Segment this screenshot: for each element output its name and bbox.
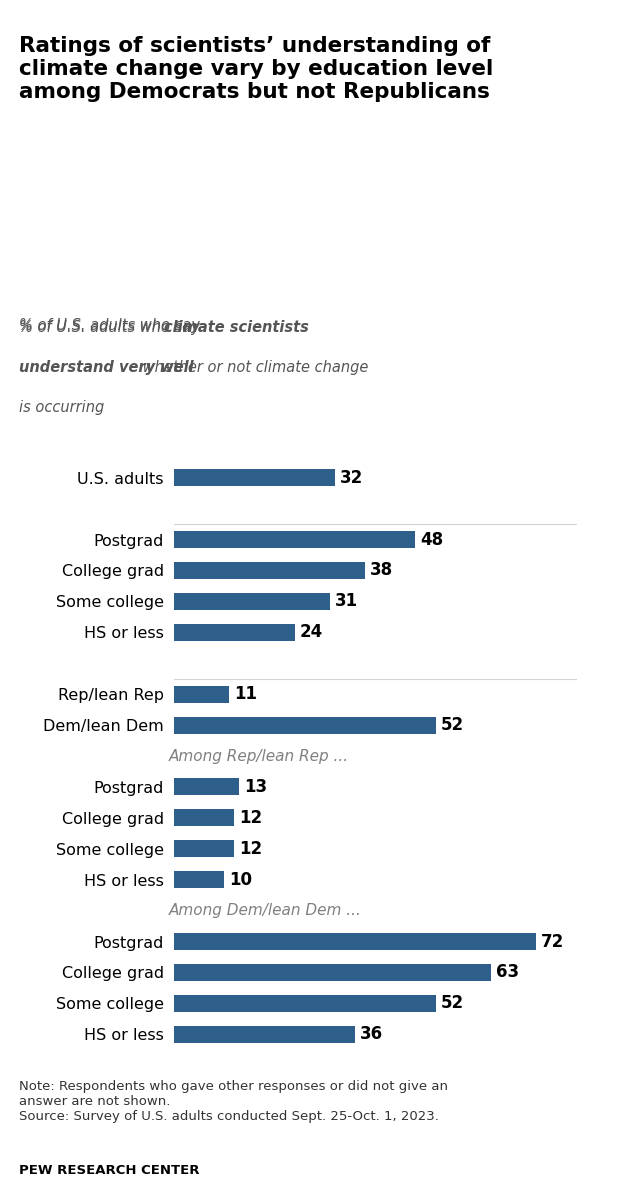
- Text: understand very well: understand very well: [19, 360, 193, 374]
- Text: % of U.S. adults who say: % of U.S. adults who say: [19, 318, 204, 332]
- Bar: [174, 1026, 355, 1043]
- Text: climate scientists: climate scientists: [164, 320, 309, 335]
- Bar: [174, 964, 491, 982]
- Bar: [174, 934, 536, 950]
- Text: 31: 31: [335, 593, 358, 611]
- Text: 72: 72: [541, 932, 565, 950]
- Text: 24: 24: [299, 623, 323, 641]
- Bar: [174, 995, 436, 1012]
- Bar: [174, 469, 335, 486]
- Text: Among Rep/lean Rep ...: Among Rep/lean Rep ...: [169, 749, 348, 763]
- Text: PEW RESEARCH CENTER: PEW RESEARCH CENTER: [19, 1164, 199, 1177]
- Bar: [174, 624, 294, 641]
- Text: 52: 52: [441, 995, 464, 1013]
- Text: whether or not climate change: whether or not climate change: [138, 360, 368, 374]
- Text: 12: 12: [239, 840, 262, 858]
- Text: 63: 63: [496, 964, 519, 982]
- Text: 10: 10: [229, 871, 252, 889]
- Bar: [174, 840, 234, 857]
- Text: 32: 32: [340, 469, 363, 487]
- Bar: [174, 871, 224, 888]
- Text: Note: Respondents who gave other responses or did not give an
answer are not sho: Note: Respondents who gave other respons…: [19, 1080, 448, 1123]
- Text: 36: 36: [360, 1025, 383, 1043]
- Bar: [174, 779, 239, 796]
- Bar: [174, 685, 229, 703]
- Bar: [174, 530, 415, 548]
- Bar: [174, 562, 365, 578]
- Text: 11: 11: [234, 685, 257, 703]
- Text: 48: 48: [420, 530, 443, 548]
- Bar: [174, 716, 436, 733]
- Text: 38: 38: [370, 562, 393, 580]
- Text: 52: 52: [441, 716, 464, 734]
- Text: Among Dem/lean Dem ...: Among Dem/lean Dem ...: [169, 904, 361, 918]
- Text: 12: 12: [239, 809, 262, 827]
- Text: Ratings of scientists’ understanding of
climate change vary by education level
a: Ratings of scientists’ understanding of …: [19, 36, 493, 102]
- Text: % of U.S. adults who say: % of U.S. adults who say: [19, 320, 204, 335]
- Text: 13: 13: [244, 778, 267, 796]
- Text: is occurring: is occurring: [19, 400, 104, 414]
- Bar: [174, 593, 330, 610]
- Bar: [174, 809, 234, 827]
